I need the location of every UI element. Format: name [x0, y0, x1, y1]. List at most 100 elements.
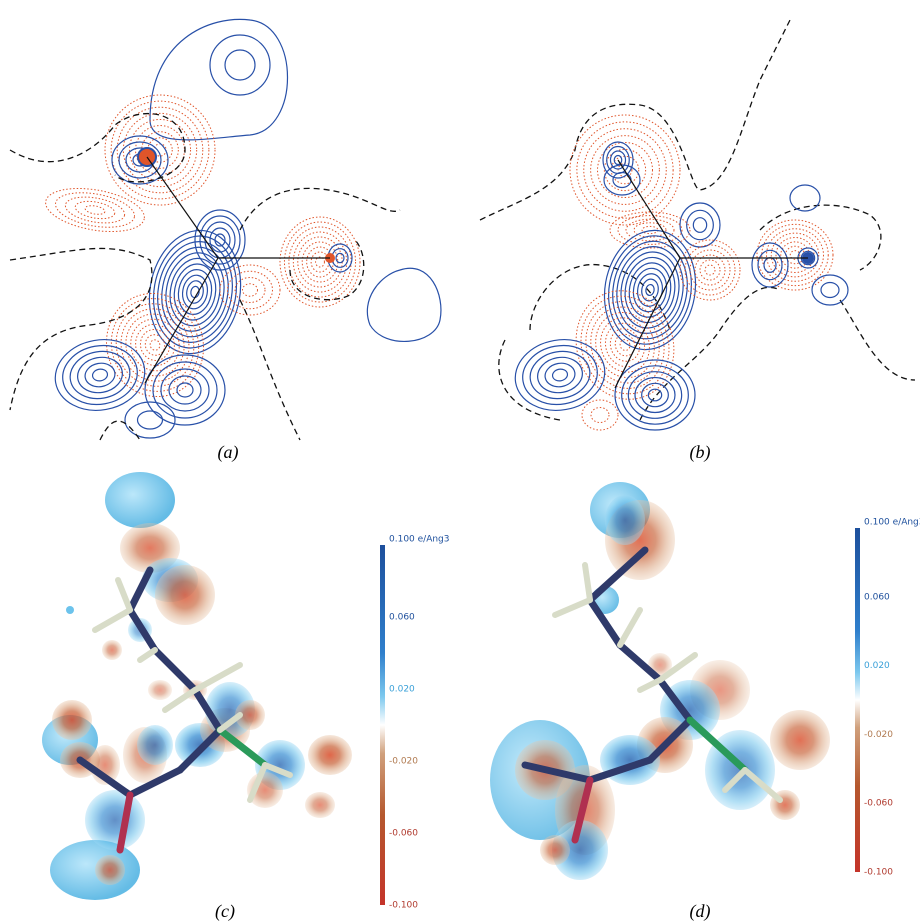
panel-label: (b) [690, 442, 711, 463]
colorbar-tick-label: 0.060 [864, 592, 890, 602]
positive-contour [225, 50, 255, 80]
page: (a) (b) (c) (d) 0.100 e/Ang30.0600.020-0… [0, 0, 920, 924]
zero-contour [10, 114, 185, 182]
bond [618, 160, 680, 258]
colorbar [380, 545, 385, 905]
positive-contour [543, 361, 577, 389]
negative-contour [105, 95, 215, 205]
positive-contour [812, 275, 848, 305]
negative-contour [284, 222, 355, 302]
density-isosurface [155, 565, 215, 625]
panel-label: (c) [215, 901, 235, 922]
positive-contour [526, 347, 593, 403]
positive-contour [83, 361, 117, 389]
positive-contour [693, 218, 706, 233]
colorbar-tick-label: 0.020 [864, 661, 890, 671]
colorbar-tick-label: 0.100 e/Ang3 [389, 535, 450, 545]
positive-contour [155, 242, 235, 342]
hydrogen-stick [620, 610, 640, 645]
atom [66, 606, 74, 614]
colorbar-tick-label: 0.020 [389, 685, 415, 695]
zero-contour [840, 300, 915, 380]
positive-contour [628, 372, 681, 419]
zero-contour [760, 205, 881, 270]
positive-contour [687, 210, 714, 239]
negative-contour [117, 306, 192, 384]
positive-contour [367, 268, 441, 341]
colorbar-tick-label: 0.060 [389, 613, 415, 623]
colorbar-tick-label: -0.100 [864, 868, 893, 878]
negative-contour [117, 107, 203, 193]
colorbar-tick-label: -0.060 [864, 799, 893, 809]
panel-b [480, 20, 915, 430]
positive-contour [177, 383, 193, 397]
positive-contour [821, 283, 839, 298]
colorbar [855, 528, 860, 872]
panel-c [42, 472, 352, 900]
panel-a [10, 19, 441, 440]
positive-contour [138, 411, 163, 429]
hydrogen-stick [118, 580, 130, 610]
negative-contour [700, 260, 720, 280]
figure: (a) (b) (c) (d) 0.100 e/Ang30.0600.020-0… [0, 0, 920, 924]
hydrogen-stick [140, 650, 155, 660]
hydrogen-stick [585, 565, 590, 600]
hydrogen-stick [95, 610, 130, 630]
negative-contour [685, 245, 735, 295]
density-isosurface [308, 735, 352, 775]
negative-contour [235, 278, 265, 303]
positive-contour [336, 253, 344, 262]
colorbar-tick-label: -0.020 [864, 730, 893, 740]
density-isosurface [102, 640, 122, 660]
positive-contour [642, 383, 669, 406]
density-isosurface [105, 472, 175, 528]
hydrogen-stick [555, 600, 590, 615]
density-isosurface [605, 495, 645, 545]
zero-contour [100, 421, 140, 440]
positive-contour [640, 278, 660, 302]
positive-contour [680, 203, 720, 247]
density-isosurface [52, 700, 92, 740]
density-isosurface [148, 680, 172, 700]
positive-contour [210, 228, 230, 252]
negative-contour [680, 240, 740, 300]
negative-contour [111, 101, 209, 199]
hydrogen-stick [640, 680, 660, 690]
negative-contour [53, 187, 137, 232]
negative-contour [228, 271, 273, 309]
positive-contour [648, 389, 661, 401]
positive-contour [195, 210, 245, 270]
colorbar-tick-label: 0.100 e/Ang3 [864, 518, 920, 528]
positive-contour [615, 360, 695, 430]
bond [147, 157, 218, 258]
positive-contour [635, 272, 665, 308]
positive-contour [552, 368, 569, 382]
positive-contour [210, 35, 270, 95]
density-isosurface [540, 835, 570, 865]
positive-contour [645, 284, 655, 296]
panel-d [490, 482, 830, 880]
density-isosurface [95, 855, 125, 885]
negative-contour [149, 338, 162, 351]
negative-contour [84, 204, 105, 215]
positive-contour [185, 279, 205, 304]
negative-contour [243, 284, 258, 297]
negative-contour [705, 265, 715, 275]
negative-contour [142, 332, 167, 358]
panel-label: (a) [218, 442, 239, 463]
colorbar-tick-label: -0.100 [389, 901, 418, 911]
positive-contour [92, 368, 109, 382]
negative-contour [280, 217, 360, 307]
negative-contour [767, 229, 824, 282]
negative-contour [690, 250, 730, 290]
positive-contour [622, 366, 689, 424]
zero-contour [240, 300, 300, 440]
density-isosurface [137, 725, 173, 765]
negative-contour [63, 193, 126, 227]
density-isosurface [85, 790, 145, 850]
negative-contour [582, 400, 618, 430]
zero-contour [640, 287, 780, 420]
negative-contour [599, 318, 650, 372]
colorbar-tick-label: -0.020 [389, 757, 418, 767]
zero-contour [240, 188, 400, 230]
